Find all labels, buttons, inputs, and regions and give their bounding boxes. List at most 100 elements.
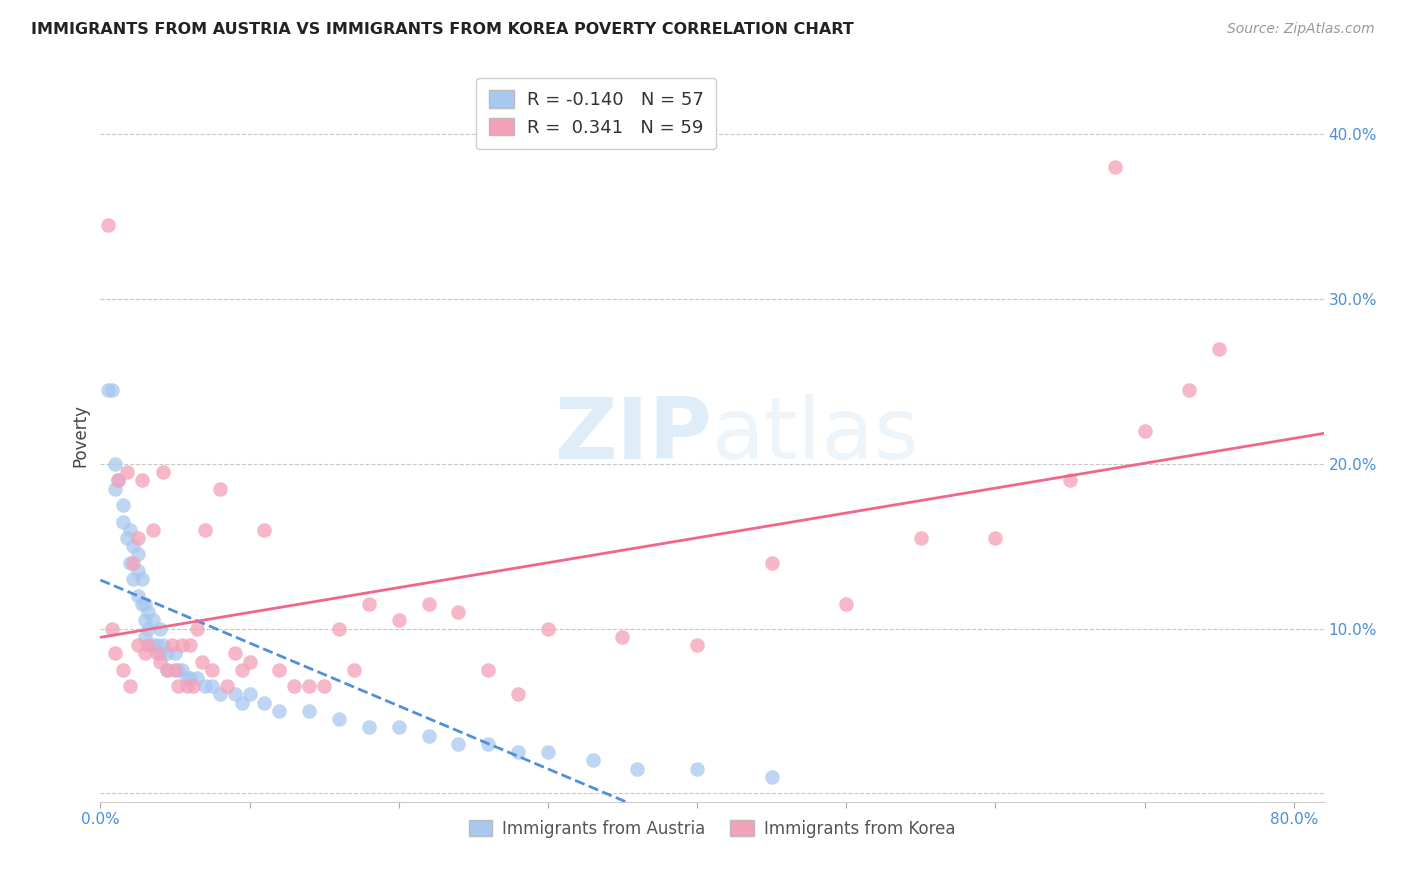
Point: [134, 646, 156, 660]
Point: [447, 605, 470, 619]
Point: [910, 531, 932, 545]
Point: [172, 638, 194, 652]
Point: [253, 523, 276, 537]
Point: [107, 474, 129, 488]
Point: [253, 696, 276, 710]
Point: [131, 474, 153, 488]
Point: [136, 622, 159, 636]
Point: [142, 638, 165, 652]
Point: [122, 556, 145, 570]
Point: [224, 646, 246, 660]
Point: [686, 638, 709, 652]
Point: [537, 745, 560, 759]
Y-axis label: Poverty: Poverty: [72, 403, 89, 467]
Point: [127, 638, 149, 652]
Point: [149, 655, 172, 669]
Point: [835, 597, 858, 611]
Point: [120, 556, 142, 570]
Point: [761, 770, 783, 784]
Point: [186, 622, 208, 636]
Point: [97, 218, 120, 232]
Point: [111, 515, 134, 529]
Point: [181, 679, 204, 693]
Point: [686, 762, 709, 776]
Point: [201, 663, 224, 677]
Point: [149, 646, 172, 660]
Point: [231, 696, 253, 710]
Point: [127, 531, 149, 545]
Point: [388, 613, 411, 627]
Point: [127, 564, 149, 578]
Point: [115, 465, 138, 479]
Legend: Immigrants from Austria, Immigrants from Korea: Immigrants from Austria, Immigrants from…: [463, 814, 962, 845]
Point: [224, 688, 246, 702]
Point: [984, 531, 1007, 545]
Point: [194, 523, 217, 537]
Point: [122, 539, 145, 553]
Point: [357, 721, 380, 735]
Point: [314, 679, 336, 693]
Point: [191, 655, 214, 669]
Point: [146, 646, 169, 660]
Point: [626, 762, 648, 776]
Point: [1059, 474, 1081, 488]
Point: [101, 622, 124, 636]
Text: IMMIGRANTS FROM AUSTRIA VS IMMIGRANTS FROM KOREA POVERTY CORRELATION CHART: IMMIGRANTS FROM AUSTRIA VS IMMIGRANTS FR…: [31, 22, 853, 37]
Point: [136, 605, 159, 619]
Point: [418, 597, 440, 611]
Point: [107, 474, 129, 488]
Point: [506, 745, 529, 759]
Point: [283, 679, 305, 693]
Text: ZIP: ZIP: [554, 393, 711, 476]
Point: [537, 622, 560, 636]
Point: [104, 482, 127, 496]
Point: [186, 671, 208, 685]
Point: [176, 679, 198, 693]
Point: [298, 704, 321, 718]
Point: [238, 655, 260, 669]
Point: [172, 663, 194, 677]
Point: [179, 671, 201, 685]
Point: [201, 679, 224, 693]
Point: [142, 523, 165, 537]
Point: [1208, 342, 1230, 356]
Point: [269, 704, 291, 718]
Point: [160, 638, 183, 652]
Point: [447, 737, 470, 751]
Point: [115, 531, 138, 545]
Point: [149, 622, 172, 636]
Point: [194, 679, 217, 693]
Point: [179, 638, 201, 652]
Point: [269, 663, 291, 677]
Point: [1178, 383, 1201, 397]
Point: [120, 679, 142, 693]
Point: [104, 457, 127, 471]
Point: [97, 383, 120, 397]
Point: [152, 638, 174, 652]
Point: [477, 663, 499, 677]
Point: [418, 729, 440, 743]
Point: [122, 572, 145, 586]
Point: [136, 638, 159, 652]
Point: [104, 646, 127, 660]
Point: [134, 613, 156, 627]
Text: atlas: atlas: [711, 393, 920, 476]
Point: [167, 663, 190, 677]
Point: [231, 663, 253, 677]
Point: [127, 548, 149, 562]
Point: [761, 556, 783, 570]
Point: [1133, 424, 1156, 438]
Point: [477, 737, 499, 751]
Point: [1104, 161, 1126, 175]
Point: [506, 688, 529, 702]
Point: [156, 663, 179, 677]
Point: [208, 688, 231, 702]
Point: [388, 721, 411, 735]
Point: [146, 638, 169, 652]
Point: [581, 753, 603, 767]
Point: [176, 671, 198, 685]
Point: [111, 498, 134, 512]
Point: [156, 663, 179, 677]
Point: [134, 597, 156, 611]
Point: [131, 597, 153, 611]
